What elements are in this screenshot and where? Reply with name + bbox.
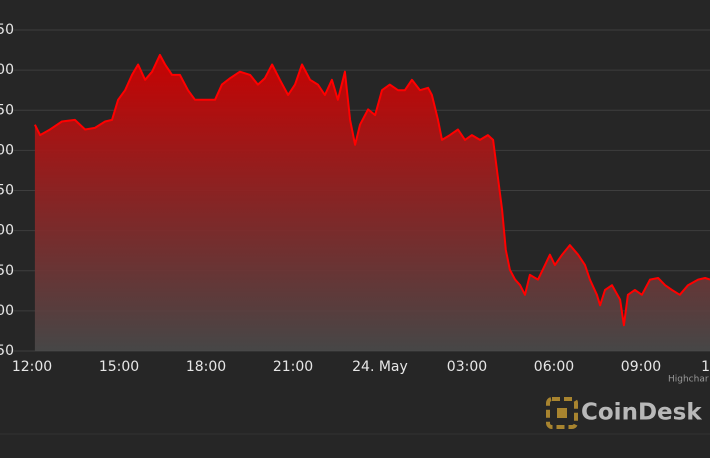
x-tick-label: 12:00 (12, 359, 52, 375)
y-tick-label: 00 (0, 223, 14, 239)
x-tick-label: 15:00 (99, 359, 139, 375)
x-tick-label: 18:00 (186, 359, 226, 375)
y-tick-label: 50 (0, 343, 14, 359)
y-tick-label: 00 (0, 303, 14, 319)
x-tick-label: 1 (701, 359, 710, 375)
x-tick-label: 21:00 (273, 359, 313, 375)
line (34, 53, 710, 327)
watermark-logo (546, 397, 578, 429)
y-tick-label: 50 (0, 183, 14, 199)
x-tick-label: 09:00 (621, 359, 661, 375)
x-tick-label: 06:00 (534, 359, 574, 375)
y-tick-label: 00 (0, 142, 14, 158)
watermark: CoinDesk (581, 400, 702, 426)
y-tick-label: 50 (0, 22, 14, 38)
y-tick-label: 50 (0, 102, 14, 118)
y-tick-label: 50 (0, 263, 14, 279)
y-tick-label: 00 (0, 62, 14, 78)
x-tick-label: 03:00 (447, 359, 487, 375)
credits: Highchar (668, 375, 709, 385)
x-tick-label: 24. May (352, 359, 408, 375)
area (34, 54, 710, 352)
